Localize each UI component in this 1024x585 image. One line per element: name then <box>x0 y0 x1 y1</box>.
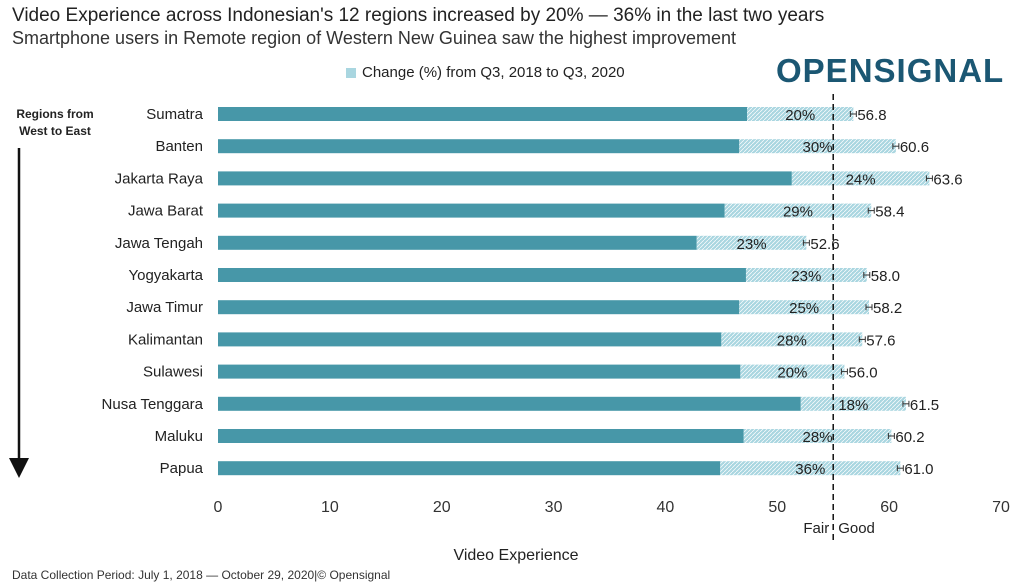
x-tick-label: 30 <box>545 499 563 516</box>
category-label: Maluku <box>155 428 203 445</box>
value-label: 58.4 <box>875 204 904 221</box>
value-label: 58.0 <box>871 268 900 285</box>
change-label: 20% <box>777 365 807 382</box>
base-bar <box>218 429 744 443</box>
change-label: 18% <box>838 397 868 414</box>
change-label: 23% <box>737 236 767 253</box>
legend: Change (%) from Q3, 2018 to Q3, 2020 <box>346 64 625 81</box>
change-bar <box>739 139 896 154</box>
regions-note: Regions from West to East <box>16 107 94 138</box>
base-bar <box>218 203 725 218</box>
value-label: 61.5 <box>910 397 939 414</box>
change-label: 20% <box>785 107 815 124</box>
change-label: 24% <box>846 171 876 188</box>
change-bar <box>739 300 870 315</box>
x-tick-label: 40 <box>657 499 675 516</box>
category-label: Jawa Tengah <box>115 235 203 252</box>
change-label: 36% <box>795 461 825 478</box>
value-label: 56.8 <box>857 107 886 124</box>
base-bar <box>218 235 697 250</box>
base-bar <box>218 107 748 121</box>
opensignal-logo: OPENSIGNAL <box>776 52 1004 90</box>
base-bar <box>218 332 722 347</box>
category-label: Jawa Barat <box>128 203 204 220</box>
legend-swatch <box>346 67 356 78</box>
x-axis-title: Video Experience <box>453 547 578 564</box>
base-bar <box>218 139 740 154</box>
x-tick-label: 10 <box>321 499 339 516</box>
category-label: Sumatra <box>146 106 203 123</box>
category-label: Jakarta Raya <box>115 170 204 187</box>
base-bar <box>218 268 746 282</box>
value-label: 58.2 <box>873 300 902 317</box>
value-label: 63.6 <box>933 171 962 188</box>
base-bar <box>218 300 740 315</box>
good-label: Good <box>838 520 875 537</box>
change-bar <box>747 107 854 121</box>
change-label: 30% <box>803 139 833 156</box>
change-bar <box>721 332 863 347</box>
value-label: 57.6 <box>866 332 895 349</box>
change-bar <box>791 171 930 186</box>
change-bar <box>696 235 807 250</box>
x-tick-label: 0 <box>214 499 223 516</box>
change-bar <box>743 429 892 443</box>
base-bar <box>218 461 721 476</box>
category-label: Nusa Tenggara <box>102 396 204 413</box>
base-bar <box>218 396 801 411</box>
category-label: Yogyakarta <box>128 267 203 284</box>
change-label: 29% <box>783 204 813 221</box>
category-label: Papua <box>160 460 204 477</box>
category-label: Kalimantan <box>128 331 203 348</box>
change-label: 25% <box>789 300 819 317</box>
value-label: 60.6 <box>900 139 929 156</box>
x-tick-label: 60 <box>880 499 898 516</box>
category-label: Banten <box>155 138 203 155</box>
change-label: 23% <box>791 268 821 285</box>
x-tick-label: 70 <box>992 499 1010 516</box>
change-label: 28% <box>777 332 807 349</box>
change-bar <box>740 364 845 379</box>
category-label: Sulawesi <box>143 364 203 381</box>
base-bar <box>218 171 792 186</box>
chart-title: Video Experience across Indonesian's 12 … <box>12 5 825 26</box>
change-bar <box>800 396 906 411</box>
change-bar <box>724 203 872 218</box>
value-label: 52.6 <box>810 236 839 253</box>
category-label: Jawa Timur <box>126 299 203 316</box>
footer-note: Data Collection Period: July 1, 2018 — O… <box>12 568 391 582</box>
legend-label: Change (%) from Q3, 2018 to Q3, 2020 <box>362 64 625 81</box>
logo-text: OPENSIGNAL <box>776 52 1005 89</box>
value-label: 56.0 <box>848 365 877 382</box>
x-tick-label: 20 <box>433 499 451 516</box>
base-bar <box>218 364 741 379</box>
change-bar <box>745 268 867 282</box>
value-label: 61.0 <box>904 461 933 478</box>
fair-label: Fair <box>803 520 829 537</box>
chart-subtitle: Smartphone users in Remote region of Wes… <box>12 28 737 48</box>
value-label: 60.2 <box>895 429 924 446</box>
change-bar <box>720 461 901 476</box>
change-label: 28% <box>803 429 833 446</box>
x-tick-label: 50 <box>768 499 786 516</box>
